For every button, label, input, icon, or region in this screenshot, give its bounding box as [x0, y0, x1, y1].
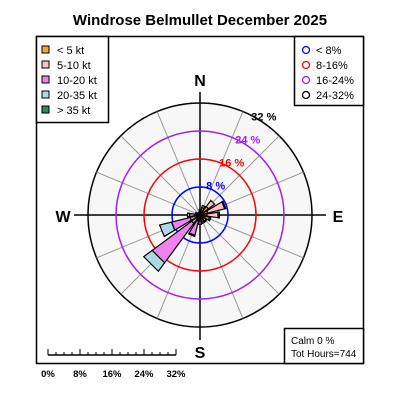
plot-frame [35, 35, 365, 365]
ring-label-8: 8 % [206, 181, 225, 193]
ring-16 [143, 158, 257, 272]
ring-legend-marker [301, 45, 311, 55]
speed-swatch [41, 45, 50, 54]
compass-west: W [55, 209, 71, 226]
wedge-w-2 [189, 212, 196, 218]
wedge-ne-1 [205, 199, 216, 210]
scale-label: 0% [41, 369, 55, 380]
chart-title: Windrose Belmullet December 2025 [73, 12, 327, 29]
wedge-e-2 [217, 211, 220, 219]
wedge-wsw-3 [158, 221, 176, 238]
wedge-ssw-3 [187, 232, 196, 238]
speed-label: 5-10 kt [57, 60, 91, 72]
ring-legend-label: 8-16% [316, 60, 348, 72]
scale-label: 24% [134, 369, 154, 380]
ring-legend-marker [301, 60, 311, 70]
ring-8 [171, 186, 229, 244]
wedge-s-2 [197, 220, 203, 225]
speed-label: 20-35 kt [57, 90, 97, 102]
wedge-ene-2 [221, 200, 227, 210]
speed-legend: < 5 kt 5-10 kt 10-20 kt 20-35 kt > 35 kt [35, 35, 110, 124]
ring-legend-marker [301, 90, 311, 100]
speed-label: < 5 kt [57, 45, 84, 57]
speed-swatch [41, 60, 50, 69]
ring-legend: < 8% 8-16% 16-24% 24-32% [293, 35, 365, 107]
total-hours-text: Tot Hours=744 [291, 349, 357, 360]
ring-label-32: 32 % [251, 112, 276, 124]
scale-label: 16% [102, 369, 122, 380]
rose: 8 % 16 % 24 % 32 % [74, 92, 326, 340]
speed-label: > 35 kt [57, 105, 90, 117]
calm-text: Calm 0 % [291, 336, 334, 347]
wedge-se-2 [203, 218, 208, 223]
scale-label: 8% [73, 369, 87, 380]
ring-label-16: 16 % [219, 158, 244, 170]
wedge-nne-1 [201, 204, 206, 210]
ring-legend-label: < 8% [316, 45, 342, 57]
ring-label-24: 24 % [235, 135, 260, 147]
compass-north: N [194, 73, 206, 90]
scale-label: 32% [166, 369, 186, 380]
compass-south: S [195, 345, 206, 362]
center-mark [196, 211, 204, 219]
speed-swatch [41, 90, 50, 99]
scale-bar: 0% 8% 16% 24% 32% [41, 349, 186, 380]
speed-swatch [41, 105, 50, 114]
ring-legend-marker [301, 75, 311, 85]
speed-label: 10-20 kt [57, 75, 97, 87]
ring-24 [115, 130, 285, 300]
compass-east: E [333, 209, 344, 226]
ring-legend-label: 24-32% [316, 90, 354, 102]
ring-legend-box [293, 35, 365, 107]
wedge-ese-2 [207, 216, 212, 222]
wedge-sse-2 [200, 220, 206, 225]
wedge-w-3 [186, 212, 191, 218]
calm-box-frame [283, 327, 365, 365]
wedge-sw-3 [142, 249, 166, 273]
ring-legend-label: 16-24% [316, 75, 354, 87]
speed-swatch [41, 75, 50, 84]
calm-box: Calm 0 % Tot Hours=744 [283, 327, 365, 365]
